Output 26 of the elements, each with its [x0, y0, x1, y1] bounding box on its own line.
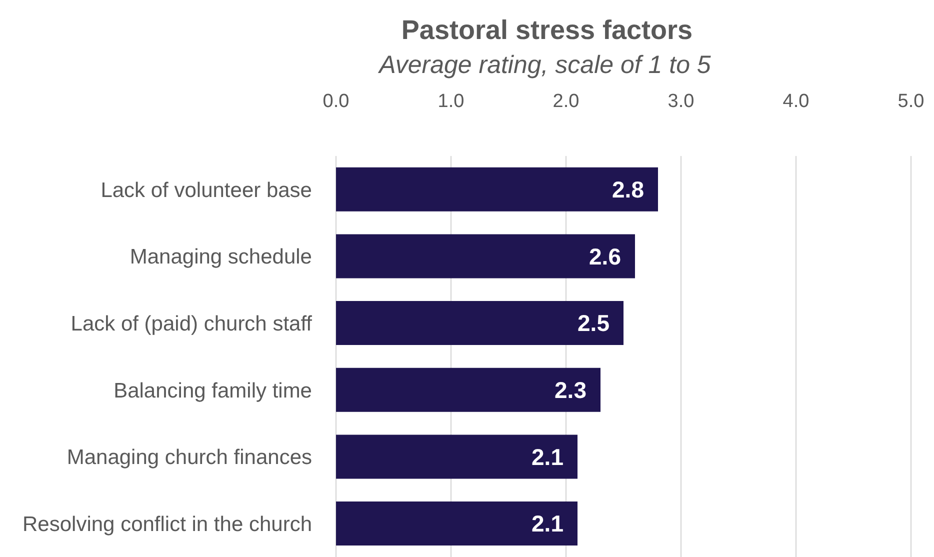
chart-subtitle: Average rating, scale of 1 to 5 — [379, 50, 711, 80]
data-label: 2.3 — [554, 377, 586, 404]
chart-title: Pastoral stress factors — [401, 14, 693, 47]
x-tick-label: 1.0 — [438, 91, 464, 112]
bar — [336, 502, 578, 546]
y-tick-label: Lack of (paid) church staff — [70, 312, 312, 336]
y-tick-label: Managing schedule — [130, 246, 312, 269]
x-tick-label: 0.0 — [322, 91, 350, 112]
data-label: 2.8 — [612, 176, 644, 203]
y-tick-label: Managing church finances — [66, 446, 312, 470]
y-tick-label: Balancing family time — [114, 379, 312, 402]
x-tick-label: 5.0 — [898, 91, 924, 112]
bar — [336, 301, 624, 346]
data-label: 2.1 — [532, 444, 564, 470]
data-label: 2.5 — [578, 310, 610, 336]
bar — [336, 167, 658, 212]
data-label: 2.6 — [589, 243, 621, 270]
bar — [336, 234, 635, 278]
data-label: 2.1 — [532, 510, 564, 537]
bar — [336, 434, 578, 479]
x-tick-label: 2.0 — [552, 91, 580, 112]
x-tick-label: 3.0 — [668, 91, 694, 112]
x-tick-label: 4.0 — [782, 91, 810, 112]
y-tick-label: Resolving conflict in the church — [22, 513, 312, 536]
bar — [336, 368, 600, 412]
y-tick-label: Lack of volunteer base — [100, 178, 312, 202]
